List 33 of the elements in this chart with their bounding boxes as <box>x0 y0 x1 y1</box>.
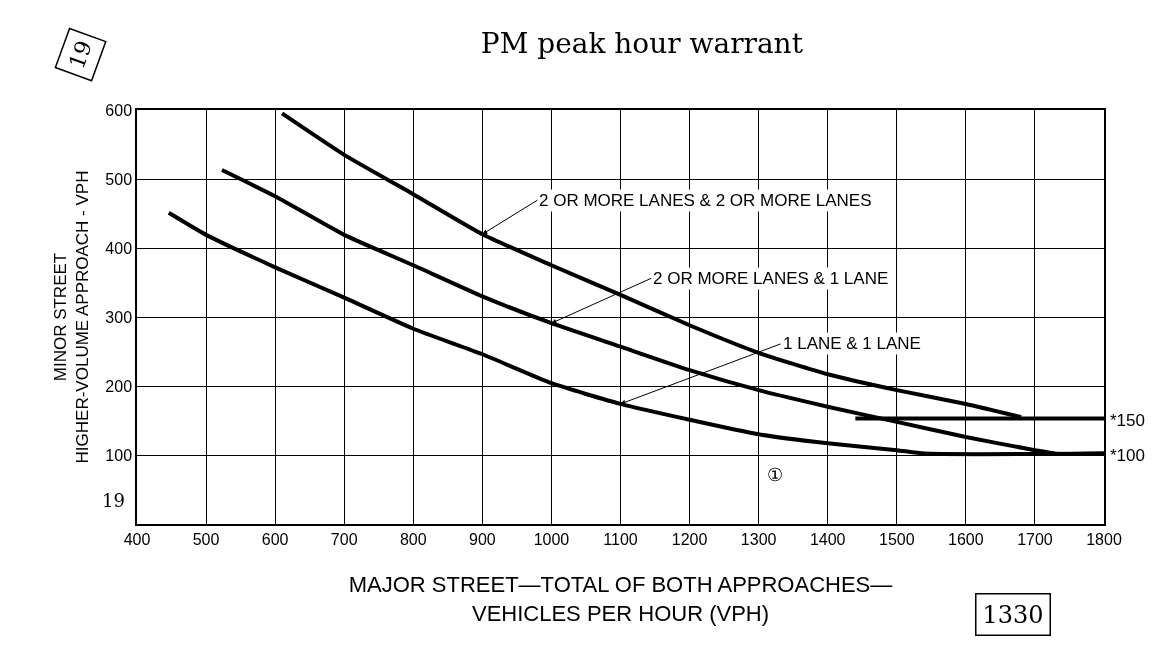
text: 19 <box>102 490 125 511</box>
chart-title: PM peak hour warrant <box>480 27 804 61</box>
x-tick-label: 400 <box>123 530 151 548</box>
x-tick-label: 1000 <box>533 530 570 548</box>
text: 1 LANE & 1 LANE <box>783 334 921 353</box>
y-tick-label: 400 <box>105 239 133 257</box>
annotation: *100 <box>1110 446 1145 465</box>
x-tick-label: 600 <box>261 530 289 548</box>
y-tick-label: 200 <box>105 377 133 395</box>
x-tick-label: 1200 <box>671 530 708 548</box>
x-tick-label: 1800 <box>1086 530 1122 548</box>
y-axis-title: MINOR STREET HIGHER-VOLUME APPROACH - VPH <box>51 170 93 464</box>
x-tick-label: 800 <box>399 530 427 548</box>
text: 1330 <box>982 600 1044 629</box>
x-tick-label: 900 <box>469 530 496 548</box>
x-tick-label: 700 <box>330 530 358 548</box>
x-axis-title: MAJOR STREET—TOTAL OF BOTH APPROACHES— VEHICLES PER HOUR (VPH) <box>348 572 893 626</box>
x-tick-label: 1100 <box>603 530 638 548</box>
x-tick-label: 1600 <box>948 530 984 548</box>
x-tick-label: 1500 <box>878 530 915 548</box>
annotation: *150 <box>1110 411 1145 430</box>
annotation: ① <box>767 464 783 485</box>
y-tick-label: 600 <box>105 101 133 119</box>
y-tick-label: 100 <box>105 446 133 464</box>
text: 2 OR MORE LANES & 1 LANE <box>653 269 889 288</box>
x-tick-label: 1700 <box>1017 530 1053 548</box>
text: 2 OR MORE LANES & 2 OR MORE LANES <box>539 191 872 210</box>
x-tick-label: 1400 <box>809 530 846 548</box>
x-tick-label: 500 <box>192 530 220 548</box>
y-tick-label: 500 <box>105 170 133 188</box>
text: 19 <box>64 37 98 73</box>
x-tick-label: 1300 <box>740 530 777 548</box>
y-tick-label: 300 <box>105 308 133 326</box>
